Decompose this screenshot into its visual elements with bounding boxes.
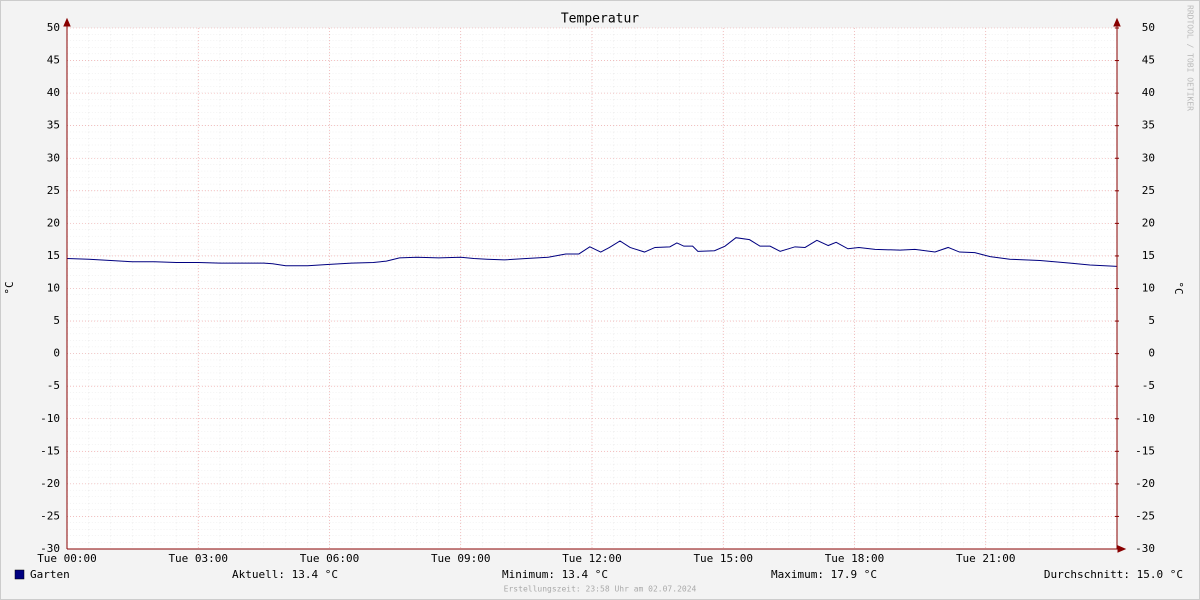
y2-tick-label: -25	[1135, 509, 1155, 522]
y-axis	[63, 17, 71, 549]
x-tick-label: Tue 18:00	[825, 552, 885, 565]
y2-tick-label: -30	[1135, 542, 1155, 555]
y2-tick-label: -10	[1135, 412, 1155, 425]
y2-tick-label: 10	[1142, 282, 1155, 295]
y-tick-label: -20	[40, 477, 60, 490]
y-tick-label: -25	[40, 509, 60, 522]
y-tick-label: 45	[47, 54, 60, 67]
y2-tick-label: 20	[1142, 216, 1155, 229]
y-tick-label: 35	[47, 119, 60, 132]
stat-text: Durchschnitt: 15.0 °C	[1044, 568, 1183, 581]
y-tick-label: -5	[47, 379, 60, 392]
x-tick-label: Tue 06:00	[300, 552, 360, 565]
legend-swatch	[14, 569, 25, 580]
legend-label: Garten	[30, 568, 70, 581]
y-tick-label: -15	[40, 444, 60, 457]
x-tick-label: Tue 03:00	[168, 552, 228, 565]
stat-text: Maximum: 17.9 °C	[771, 568, 877, 581]
y-tick-label: 25	[47, 184, 60, 197]
y2-tick-label: 25	[1142, 184, 1155, 197]
y2-tick-label: 0	[1148, 347, 1155, 360]
y2-tick-label: 40	[1142, 86, 1155, 99]
y2-tick-label: -5	[1142, 379, 1155, 392]
y-tick-label: 20	[47, 216, 60, 229]
x-tick-label: Tue 15:00	[693, 552, 753, 565]
y-tick-label: 15	[47, 249, 60, 262]
y2-tick-label: 15	[1142, 249, 1155, 262]
y-tick-label: 5	[53, 314, 60, 327]
y2-tick-label: 50	[1142, 21, 1155, 34]
y-tick-label: -10	[40, 412, 60, 425]
y2-tick-label: 5	[1148, 314, 1155, 327]
y2-tick-label: -20	[1135, 477, 1155, 490]
watermark: RRDTOOL / TOBI OETIKER	[1186, 5, 1195, 111]
y-tick-label: 50	[47, 21, 60, 34]
y2-tick-label: 45	[1142, 54, 1155, 67]
y-axis-label: °C	[3, 281, 16, 294]
stat-text: Minimum: 13.4 °C	[502, 568, 608, 581]
series-line	[66, 237, 1118, 267]
y-tick-label: 10	[47, 282, 60, 295]
y2-tick-label: 35	[1142, 119, 1155, 132]
y2-axis	[1113, 17, 1121, 549]
y-tick-label: -30	[40, 542, 60, 555]
y-tick-label: 30	[47, 151, 60, 164]
y2-axis-label: °C	[1172, 281, 1185, 294]
x-tick-label: Tue 12:00	[562, 552, 622, 565]
stat-text: Aktuell: 13.4 °C	[232, 568, 338, 581]
y-tick-label: 40	[47, 86, 60, 99]
x-tick-label: Tue 09:00	[431, 552, 491, 565]
chart-title: Temperatur	[561, 12, 639, 27]
x-tick-label: Tue 21:00	[956, 552, 1016, 565]
y-tick-label: 0	[53, 347, 60, 360]
x-tick-label: Tue 00:00	[37, 552, 97, 565]
footer: Erstellungszeit: 23:58 Uhr am 02.07.2024	[504, 585, 697, 594]
y2-tick-label: 30	[1142, 151, 1155, 164]
y2-tick-label: -15	[1135, 444, 1155, 457]
